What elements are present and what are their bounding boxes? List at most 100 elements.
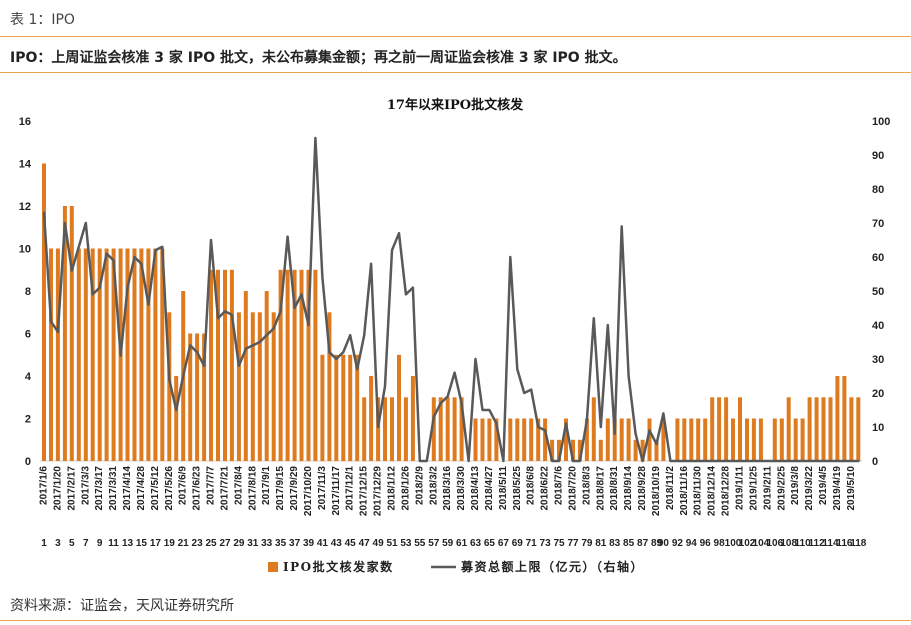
right-axis-tick-label: 80: [872, 184, 884, 196]
x-date-label: 2018/3/2: [428, 466, 439, 505]
x-index-label: 45: [345, 538, 357, 549]
ipo-count-bar: [682, 418, 687, 461]
ipo-count-bar: [452, 397, 457, 462]
left-axis-tick-label: 2: [25, 414, 31, 426]
ipo-count-bar: [786, 397, 791, 462]
x-date-label: 2018/9/28: [637, 466, 648, 511]
left-axis-labels: 0 2 4 6 8 10 12 14 16: [19, 116, 32, 468]
x-index-label: 19: [164, 538, 176, 549]
ipo-count-bar: [83, 248, 88, 461]
ipo-count-bar: [557, 439, 561, 462]
x-date-label: 2017/12/29: [373, 466, 384, 516]
ipo-count-bar: [779, 418, 784, 461]
x-date-labels: 2017/1/6 2017/1/20 2017/2/17 2017/3/3 2017/3…: [39, 466, 857, 516]
x-date-label: 2017/5/12: [150, 466, 161, 511]
ipo-count-bar: [216, 269, 220, 462]
x-date-label: 2018/12/28: [721, 466, 732, 516]
left-axis-tick-label: 6: [25, 329, 31, 341]
right-axis-tick-label: 0: [872, 456, 878, 468]
ipo-count-bar: [543, 418, 548, 461]
x-date-label: 2019/3/22: [804, 466, 815, 511]
x-date-label: 2019/4/19: [832, 466, 843, 511]
x-date-label: 2017/11/3: [317, 466, 328, 510]
x-index-label: 96: [700, 538, 712, 549]
right-axis-tick-label: 50: [872, 286, 884, 298]
x-date-label: 2019/5/10: [846, 466, 857, 511]
ipo-count-bar: [508, 418, 513, 461]
ipo-count-bar: [564, 418, 568, 461]
ipo-count-bar: [626, 418, 631, 461]
ipo-count-bar: [717, 397, 722, 462]
ipo-count-bar: [591, 397, 596, 462]
ipo-count-bar: [800, 418, 805, 461]
ipo-count-bar: [278, 269, 283, 462]
x-date-label: 2018/12/14: [707, 466, 718, 516]
ipo-count-bar: [487, 418, 492, 461]
ipo-count-bar: [383, 397, 387, 462]
ipo-count-bar: [758, 418, 763, 461]
x-index-label: 7: [83, 538, 89, 549]
x-date-label: 2018/7/6: [554, 466, 565, 505]
x-index-label: 9: [97, 538, 103, 549]
ipo-count-bar: [828, 397, 833, 462]
x-index-label: 98: [714, 538, 726, 549]
ipo-count-bar: [849, 397, 854, 462]
x-index-label: 102: [739, 538, 756, 549]
x-index-label: 90: [658, 538, 670, 549]
right-axis-labels: 0 10 20 30 40 50 60 70 80 90 100: [872, 116, 890, 468]
ipo-count-bar: [550, 439, 555, 462]
x-date-label: 2017/10/20: [303, 466, 314, 516]
x-date-label: 2019/1/25: [748, 466, 759, 511]
x-index-label: 71: [526, 538, 538, 549]
x-date-label: 2018/6/22: [540, 466, 551, 511]
x-index-label: 35: [275, 538, 287, 549]
ipo-count-bar: [577, 439, 582, 462]
x-index-label: 59: [442, 538, 454, 549]
left-axis-tick-label: 12: [19, 201, 31, 213]
x-date-label: 2018/11/30: [693, 466, 704, 516]
x-index-label: 53: [400, 538, 412, 549]
ipo-count-bar: [571, 439, 575, 462]
ipo-count-bar: [584, 418, 589, 461]
ipo-count-bar: [536, 418, 541, 461]
ipo-count-bar: [153, 248, 158, 461]
ipo-count-bar: [146, 248, 151, 461]
x-index-label: 15: [136, 538, 148, 549]
ipo-count-bar: [264, 291, 269, 461]
ipo-count-bar: [223, 269, 227, 462]
ipo-count-bar: [612, 418, 617, 461]
x-index-label: 51: [386, 538, 398, 549]
ipo-count-bar: [174, 376, 179, 461]
ipo-count-bar: [793, 418, 798, 461]
ipo-count-bar: [410, 376, 415, 461]
legend-bar-swatch: [268, 562, 278, 572]
x-date-label: 2017/3/3: [80, 466, 91, 505]
x-index-label: 41: [317, 538, 329, 549]
ipo-count-bar: [731, 418, 735, 461]
right-axis-tick-label: 40: [872, 320, 884, 332]
x-date-label: 2017/8/18: [247, 466, 258, 511]
x-date-label: 2018/5/11: [498, 466, 509, 510]
legend-bar-label: IPO批文核发家数: [283, 559, 394, 574]
ipo-count-bar: [633, 439, 638, 462]
x-index-labels: 1 3 5 7 9 11 13 15 17 19 21 23 25 27 29 31 33 35 37 39 41 43 4…: [41, 538, 867, 549]
ipo-count-bar: [724, 397, 729, 462]
caption-rule: [0, 36, 911, 37]
ipo-count-bar: [306, 269, 311, 462]
x-date-label: 2018/5/25: [512, 466, 523, 511]
ipo-count-bar: [480, 418, 485, 461]
ipo-count-bar: [522, 418, 527, 461]
x-date-label: 2019/2/25: [776, 466, 787, 511]
ipo-count-bar: [494, 418, 499, 461]
x-date-label: 2017/1/6: [39, 466, 50, 505]
x-date-label: 2017/5/26: [164, 466, 175, 511]
x-index-label: 100: [725, 538, 742, 549]
left-axis-tick-label: 0: [25, 456, 31, 468]
x-date-label: 2018/3/30: [456, 466, 467, 511]
ipo-count-bar: [738, 397, 742, 462]
left-axis-tick-label: 14: [19, 159, 32, 171]
right-axis-tick-label: 10: [872, 422, 884, 434]
ipo-count-bar: [299, 269, 304, 462]
x-date-label: 2017/11/17: [331, 466, 342, 516]
left-axis-tick-label: 10: [19, 244, 31, 256]
